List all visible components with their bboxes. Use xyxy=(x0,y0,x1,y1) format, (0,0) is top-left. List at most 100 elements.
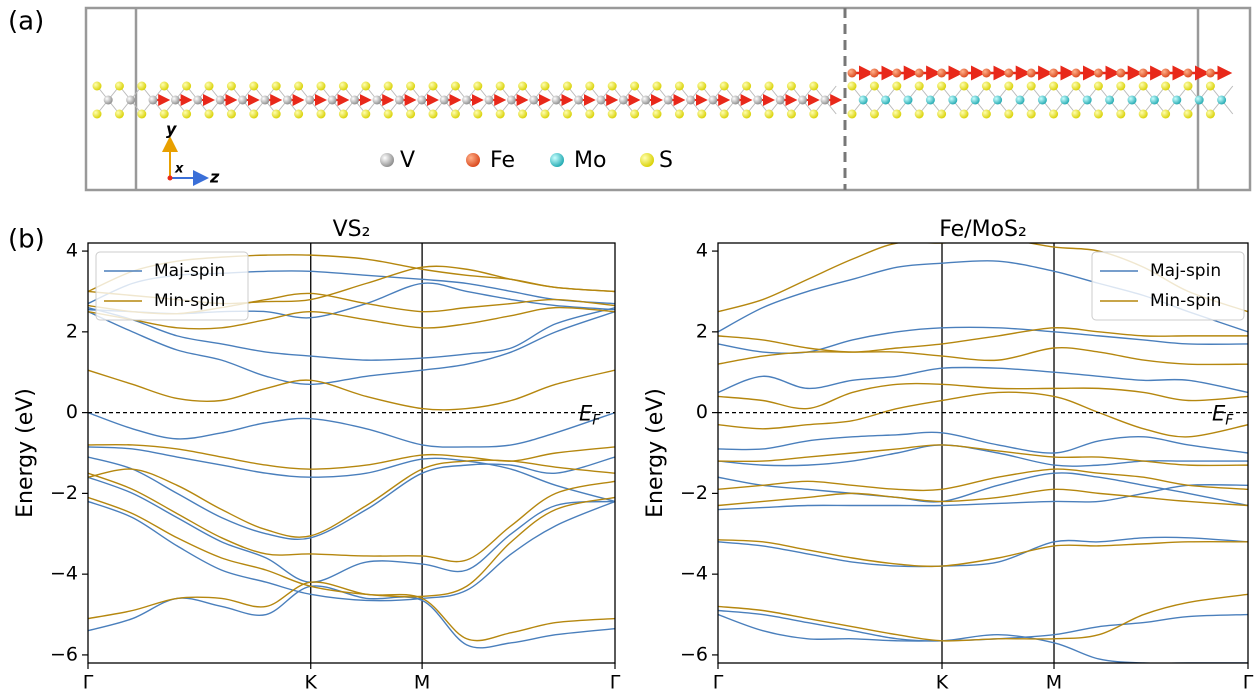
atom xyxy=(881,95,891,105)
atom xyxy=(1049,109,1059,119)
atom xyxy=(596,95,606,105)
atom xyxy=(652,109,662,119)
atom xyxy=(551,95,561,105)
atom xyxy=(193,95,203,105)
atom xyxy=(937,68,947,78)
atom xyxy=(506,95,516,105)
y-tick-label: 0 xyxy=(696,401,708,423)
atom xyxy=(316,81,326,91)
y-tick-label: 4 xyxy=(66,240,78,262)
atom xyxy=(764,109,774,119)
atom xyxy=(914,109,924,119)
atom xyxy=(338,81,348,91)
legend-label: Min-spin xyxy=(154,291,225,311)
legend-box xyxy=(1091,251,1245,321)
y-tick-label: −2 xyxy=(680,482,708,504)
atom xyxy=(970,95,980,105)
atom xyxy=(697,109,707,119)
atom xyxy=(406,109,416,119)
band-line xyxy=(88,496,615,598)
atom xyxy=(1127,95,1137,105)
atom xyxy=(798,95,808,105)
atom xyxy=(316,109,326,119)
atom xyxy=(618,95,628,105)
atom xyxy=(1161,109,1171,119)
band-line xyxy=(88,585,615,649)
band-line xyxy=(718,484,1248,511)
atom xyxy=(350,95,360,105)
atom xyxy=(959,81,969,91)
atom xyxy=(674,81,684,91)
atom xyxy=(1161,81,1171,91)
panel-label: (b) xyxy=(8,225,45,255)
atom xyxy=(126,95,136,105)
y-tick-label: 2 xyxy=(696,320,708,342)
axis-label: y xyxy=(166,120,177,139)
atom xyxy=(630,81,640,91)
atom xyxy=(383,109,393,119)
atom xyxy=(394,95,404,105)
band-line xyxy=(88,476,615,583)
atom xyxy=(226,109,236,119)
bands xyxy=(88,254,615,649)
atom xyxy=(1071,81,1081,91)
atom xyxy=(1004,109,1014,119)
axis-origin xyxy=(167,175,173,181)
atom xyxy=(428,81,438,91)
band-line xyxy=(718,613,1248,642)
atom xyxy=(428,109,438,119)
band-line xyxy=(88,306,615,361)
atom xyxy=(981,81,991,91)
atom xyxy=(937,109,947,119)
atom xyxy=(137,109,147,119)
atom xyxy=(914,68,924,78)
chart-title: VS₂ xyxy=(333,217,371,242)
atom xyxy=(148,95,158,105)
atom xyxy=(786,109,796,119)
x-tick-label: M xyxy=(1046,672,1062,692)
atom xyxy=(809,81,819,91)
atom xyxy=(1149,95,1159,105)
atom xyxy=(809,109,819,119)
legend-label: Mo xyxy=(574,148,606,173)
atom xyxy=(719,81,729,91)
atom xyxy=(137,81,147,91)
atom xyxy=(450,81,460,91)
band-line xyxy=(718,347,1248,366)
atom xyxy=(1105,95,1115,105)
atom xyxy=(215,95,225,105)
legend-atom xyxy=(550,153,564,167)
band-line xyxy=(88,500,615,602)
atom xyxy=(708,95,718,105)
atom xyxy=(562,109,572,119)
atom xyxy=(92,81,102,91)
atom xyxy=(439,95,449,105)
band-line xyxy=(718,609,1248,663)
atom xyxy=(1217,95,1227,105)
atom xyxy=(1138,68,1148,78)
atom xyxy=(1205,81,1215,91)
x-tick-label: Γ xyxy=(610,672,621,692)
atom xyxy=(730,95,740,105)
atom xyxy=(540,81,550,91)
fermi-label: EF xyxy=(579,402,601,429)
axis-label: z xyxy=(209,168,220,187)
atom xyxy=(417,95,427,105)
x-tick-label: Γ xyxy=(83,672,94,692)
band-line xyxy=(718,593,1248,642)
band-line xyxy=(718,444,1248,467)
band-line xyxy=(718,539,1248,568)
atom xyxy=(820,95,830,105)
atom xyxy=(1026,68,1036,78)
atom xyxy=(764,81,774,91)
legend-label: Maj-spin xyxy=(154,261,225,281)
atom xyxy=(674,109,684,119)
atom xyxy=(1060,95,1070,105)
atom xyxy=(1071,109,1081,119)
atom xyxy=(159,109,169,119)
atom xyxy=(406,81,416,91)
atom xyxy=(1026,81,1036,91)
atom xyxy=(686,95,696,105)
atom xyxy=(585,81,595,91)
atom xyxy=(238,95,248,105)
